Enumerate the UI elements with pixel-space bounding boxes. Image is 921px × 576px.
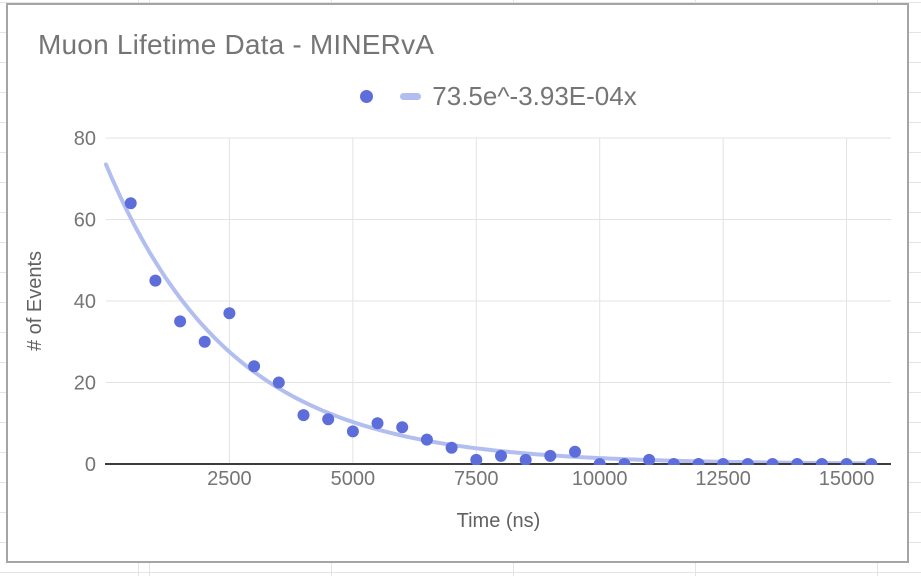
data-point — [569, 445, 581, 458]
chart-card[interactable]: Muon Lifetime Data - MINERvA 73.5e^-3.93… — [6, 3, 909, 563]
y-axis-title: # of Events — [24, 251, 46, 351]
y-tick-label: 20 — [74, 373, 96, 395]
y-tick-label: 60 — [74, 210, 96, 232]
scatter-chart-canvas[interactable]: 0 20 40 60 80 2500 5000 7500 10000 12500 15000 Time… — [8, 5, 907, 561]
data-point — [766, 458, 779, 465]
data-point — [692, 458, 705, 465]
data-point — [840, 458, 853, 465]
data-point — [149, 274, 162, 287]
data-point — [643, 453, 656, 465]
data-point — [593, 458, 606, 465]
data-point — [272, 376, 285, 389]
trendline-curve — [104, 162, 874, 465]
chart-legend: 73.5e^-3.93E-04x — [106, 81, 891, 111]
legend-label: 73.5e^-3.93E-04x — [432, 80, 637, 111]
data-point — [519, 453, 532, 465]
data-point — [470, 453, 483, 465]
x-tick-label: 12500 — [695, 468, 751, 490]
data-point — [495, 449, 507, 462]
x-tick-label: 10000 — [572, 468, 628, 490]
x-tick-label: 7500 — [454, 468, 499, 490]
data-point — [667, 458, 680, 465]
series-marker-icon — [360, 89, 374, 103]
data-point — [618, 458, 631, 465]
data-point — [322, 413, 335, 426]
trendline-marker-icon — [400, 92, 422, 100]
data-point — [717, 458, 730, 465]
x-axis-title: Time (ns) — [457, 510, 541, 532]
data-point — [791, 458, 804, 465]
data-point — [174, 315, 187, 328]
y-tick-label: 40 — [74, 291, 96, 313]
data-point — [124, 197, 137, 210]
data-point — [420, 433, 433, 446]
data-point — [865, 458, 878, 465]
data-point — [371, 417, 384, 430]
y-tick-label: 0 — [85, 454, 96, 476]
x-tick-label: 5000 — [331, 468, 376, 490]
data-point — [297, 409, 310, 422]
data-point — [223, 307, 236, 320]
chart-title: Muon Lifetime Data - MINERvA — [38, 29, 435, 60]
data-point — [544, 449, 557, 462]
data-point — [248, 360, 261, 373]
x-tick-label: 15000 — [819, 468, 875, 490]
data-point — [346, 425, 359, 438]
data-point — [396, 421, 409, 434]
data-point — [198, 335, 211, 348]
data-point — [741, 458, 754, 465]
data-point — [445, 441, 458, 454]
data-point — [815, 458, 828, 465]
y-tick-label: 80 — [74, 128, 96, 150]
x-tick-label: 2500 — [207, 468, 252, 490]
